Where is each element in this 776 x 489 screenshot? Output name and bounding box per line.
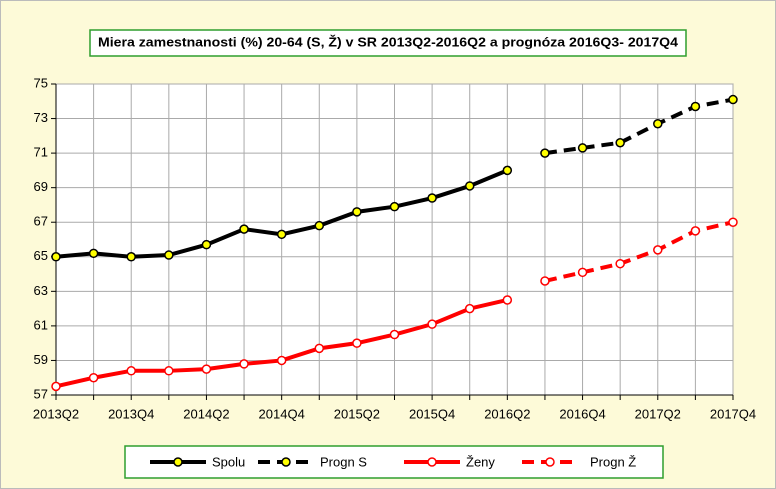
point	[88, 248, 99, 259]
y-tick-label: 57	[34, 386, 48, 401]
y-tick-label: 61	[34, 317, 48, 332]
x-tick-label: 2017Q2	[635, 406, 681, 421]
point	[126, 366, 136, 376]
legend-label: Progn S	[320, 454, 367, 469]
x-tick-label: 2015Q2	[334, 406, 380, 421]
point	[427, 319, 437, 329]
y-tick-label: 69	[34, 179, 48, 194]
point	[690, 226, 701, 236]
point	[577, 143, 588, 153]
point	[51, 252, 61, 262]
point	[728, 94, 738, 105]
legend-box	[124, 445, 664, 479]
point	[502, 295, 513, 305]
point	[615, 258, 625, 269]
y-tick-label: 63	[34, 283, 48, 298]
point	[653, 245, 663, 255]
point	[51, 381, 61, 392]
x-tick-label: 2017Q4	[710, 406, 756, 421]
point	[464, 181, 475, 191]
point	[201, 239, 212, 250]
y-tick-label: 71	[34, 145, 48, 160]
legend-label: Spolu	[212, 454, 245, 469]
point	[88, 372, 99, 383]
legend-label: Ženy	[466, 454, 495, 469]
x-tick-label: 2013Q4	[108, 406, 154, 421]
point	[389, 201, 400, 212]
x-tick-label: 2016Q2	[484, 406, 530, 421]
y-tick-label: 73	[34, 110, 48, 125]
title-box	[89, 29, 687, 57]
point	[276, 355, 287, 366]
point	[615, 137, 625, 148]
legend-marker	[545, 457, 555, 467]
point	[239, 359, 249, 369]
point	[577, 267, 588, 278]
x-tick-label: 2015Q4	[409, 406, 455, 421]
point	[164, 366, 174, 376]
legend-marker	[281, 457, 291, 467]
chart-title: Miera zamestnanosti (%) 20-64 (S, Ž) v S…	[98, 34, 679, 49]
point	[239, 224, 249, 234]
series-line	[544, 97, 734, 156]
point	[690, 101, 701, 112]
point	[126, 252, 136, 262]
point	[502, 165, 513, 176]
point	[540, 276, 550, 286]
x-tick-label: 2013Q2	[33, 406, 79, 421]
y-tick-label: 67	[34, 214, 48, 229]
legend-marker	[173, 457, 183, 467]
point	[540, 148, 550, 158]
point	[464, 303, 475, 314]
point	[314, 220, 325, 231]
y-tick-label: 75	[34, 75, 48, 90]
point	[352, 338, 362, 348]
legend-marker	[427, 457, 437, 467]
point	[276, 229, 287, 240]
y-tick-label: 65	[34, 248, 48, 263]
series-line	[544, 220, 734, 283]
x-tick-label: 2016Q4	[559, 406, 605, 421]
point	[389, 329, 400, 340]
legend-label: Progn Ž	[590, 454, 636, 469]
point	[427, 193, 437, 203]
point	[314, 343, 325, 354]
y-tick-label: 59	[34, 352, 48, 367]
point	[201, 364, 212, 374]
point	[164, 250, 174, 260]
point	[352, 207, 362, 217]
point	[653, 118, 663, 129]
point	[728, 217, 738, 227]
x-tick-label: 2014Q4	[259, 406, 305, 421]
x-tick-label: 2014Q2	[183, 406, 229, 421]
